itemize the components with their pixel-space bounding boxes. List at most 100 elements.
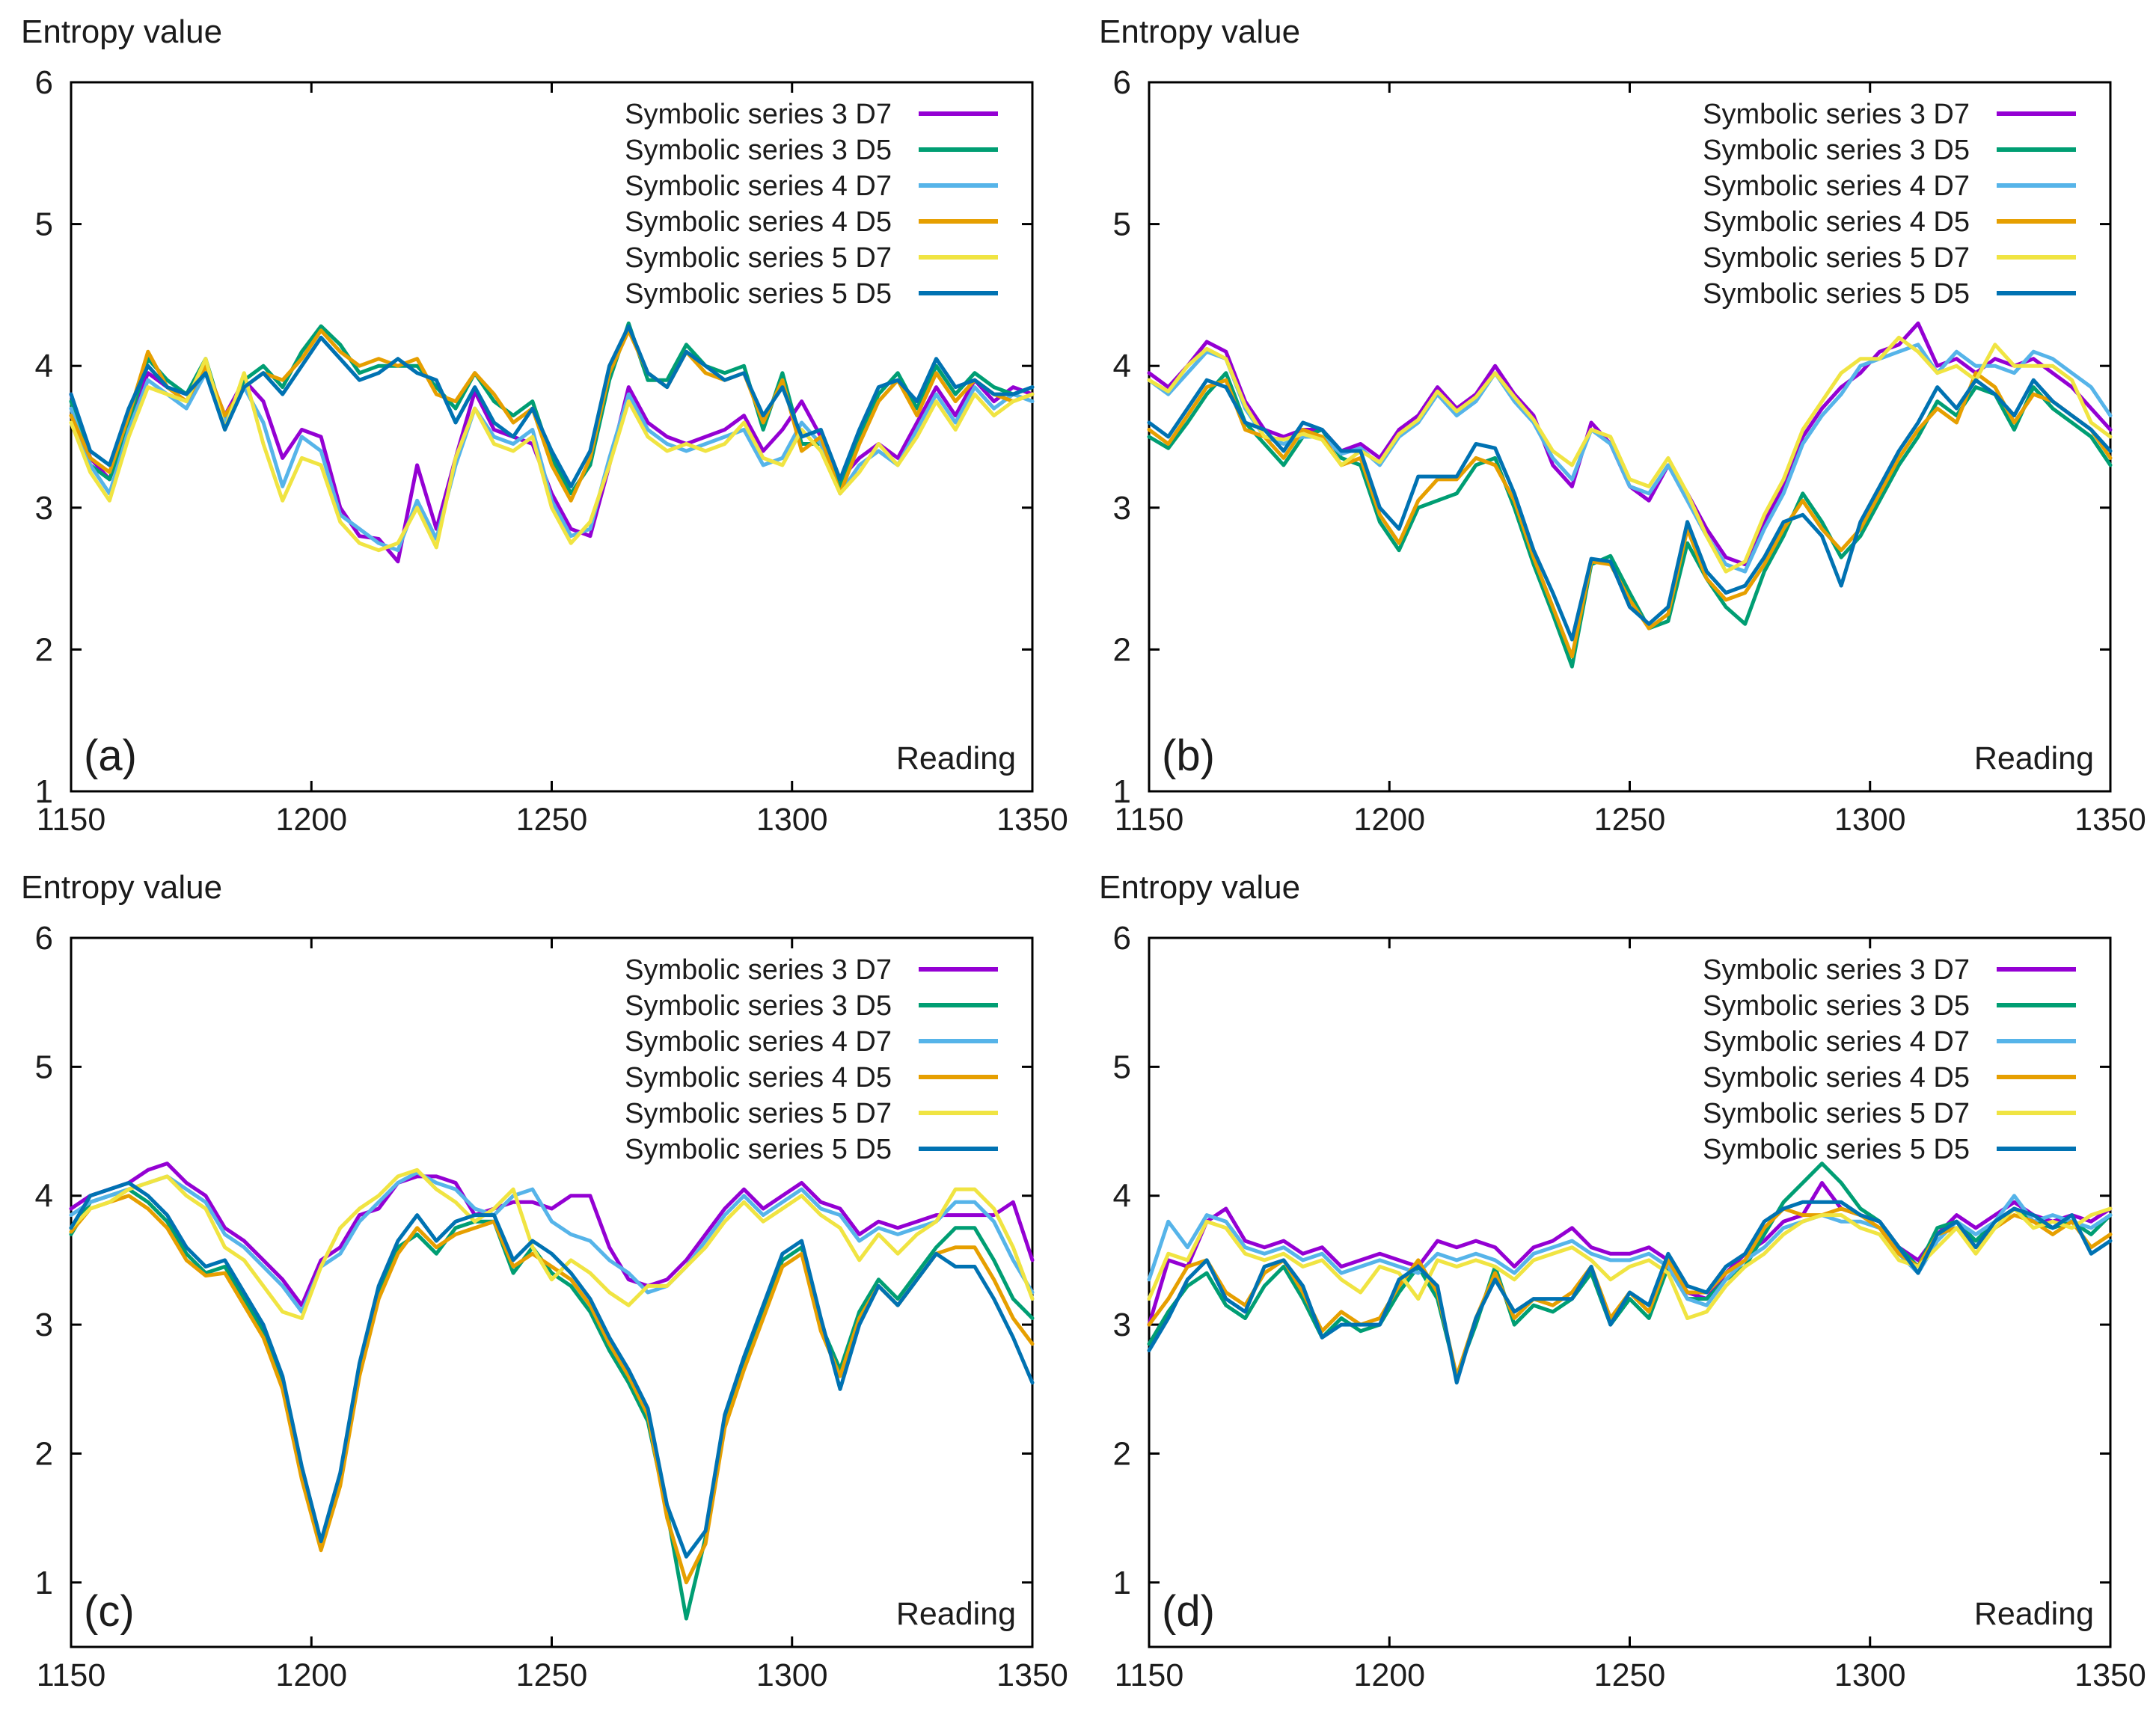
y-axis-title: Entropy value (1099, 869, 1301, 906)
y-tick-label: 2 (1113, 1435, 1131, 1472)
series-line-4 (1147, 371, 2113, 659)
x-tick-label: 1350 (996, 802, 1068, 838)
series-line-1 (69, 1162, 1035, 1307)
series-line-6 (1147, 378, 2113, 642)
y-tick-label: 6 (35, 920, 53, 957)
x-tick-label: 1350 (2074, 802, 2146, 838)
y-axis-title: Entropy value (21, 869, 223, 906)
y-tick-label: 6 (1113, 920, 1131, 957)
x-axis-label: Reading (1974, 1596, 2094, 1632)
legend-label: Symbolic series 4 D5 (625, 206, 892, 238)
series-line-2 (1147, 1162, 2113, 1378)
chart-panel-c: Entropy value 1150 1200 1250 1300 1350 1 2 3 4 5 6… (0, 856, 1078, 1711)
legend-label: Symbolic series 4 D5 (1703, 206, 1970, 238)
legend-label: Symbolic series 4 D5 (625, 1062, 892, 1093)
x-tick-label: 1350 (996, 1657, 1068, 1693)
y-tick-label: 5 (1113, 206, 1131, 243)
legend-label: Symbolic series 5 D7 (625, 1098, 892, 1129)
series-line-5 (1147, 1206, 2113, 1320)
y-tick-label: 3 (1113, 490, 1131, 527)
panel-label: (a) (84, 731, 137, 780)
legend-label: Symbolic series 3 D5 (625, 990, 892, 1022)
x-tick-label: 1200 (1353, 802, 1425, 838)
chart-a-canvas: 1150 1200 1250 1300 1350 1 2 3 4 5 6 Symbolic serie… (35, 64, 1068, 838)
y-tick-label: 1 (35, 1565, 53, 1601)
legend-label: Symbolic series 3 D7 (625, 99, 892, 130)
series-line-5 (1147, 335, 2113, 574)
legend-label: Symbolic series 4 D7 (1703, 171, 1970, 202)
series-line-2 (1147, 371, 2113, 669)
y-tick-label: 1 (1113, 1565, 1131, 1601)
x-axis-label: Reading (1974, 740, 2094, 776)
panel-label: (b) (1162, 731, 1215, 780)
legend-label: Symbolic series 5 D7 (625, 242, 892, 274)
y-tick-label: 3 (1113, 1307, 1131, 1343)
legend-label: Symbolic series 5 D7 (1703, 1098, 1970, 1129)
x-tick-label: 1200 (275, 1657, 347, 1693)
legend-label: Symbolic series 3 D5 (625, 135, 892, 166)
series-line-6 (69, 1181, 1035, 1559)
legend-label: Symbolic series 5 D5 (625, 278, 892, 310)
chart-panel-d: Entropy value 1150 1200 1250 1300 1350 1 2 3 4 5 6… (1078, 856, 2156, 1711)
legend-label: Symbolic series 5 D7 (1703, 242, 1970, 274)
series-line-5 (69, 357, 1035, 553)
x-tick-label: 1300 (756, 1657, 828, 1693)
panel-label: (c) (84, 1587, 135, 1636)
y-tick-label: 1 (1113, 773, 1131, 810)
legend-label: Symbolic series 5 D5 (625, 1134, 892, 1165)
x-tick-label: 1150 (1115, 1657, 1183, 1693)
x-tick-label: 1200 (1353, 1657, 1425, 1693)
chart-d-canvas: 1150 1200 1250 1300 1350 1 2 3 4 5 6 Symbolic serie… (1113, 920, 2146, 1693)
x-tick-label: 1250 (1594, 1657, 1666, 1693)
y-tick-label: 5 (1113, 1049, 1131, 1085)
series-line-6 (1147, 1200, 2113, 1385)
series-line-3 (69, 1171, 1035, 1314)
chart-panel-a: Entropy value 1150 1200 1250 1300 1350 1 2 3 4 5 6… (0, 0, 1078, 856)
y-tick-label: 5 (35, 206, 53, 243)
x-tick-label: 1150 (1115, 802, 1183, 838)
y-tick-label: 3 (35, 490, 53, 527)
legend-label: Symbolic series 3 D5 (1703, 990, 1970, 1022)
x-tick-label: 1250 (516, 802, 588, 838)
legend-label: Symbolic series 3 D7 (1703, 99, 1970, 130)
x-tick-label: 1300 (1834, 802, 1906, 838)
series-line-3 (1147, 1194, 2113, 1307)
y-tick-label: 4 (35, 348, 53, 384)
series-line-2 (69, 1187, 1035, 1621)
x-tick-label: 1200 (275, 802, 347, 838)
legend-label: Symbolic series 4 D7 (625, 1026, 892, 1058)
series-line-4 (69, 328, 1035, 503)
y-tick-label: 1 (35, 773, 53, 810)
y-tick-label: 2 (1113, 631, 1131, 668)
panel-label: (d) (1162, 1587, 1215, 1636)
y-axis-title: Entropy value (1099, 13, 1301, 50)
y-tick-label: 2 (35, 1435, 53, 1472)
x-axis-label: Reading (896, 1596, 1016, 1632)
y-tick-label: 6 (35, 64, 53, 101)
y-tick-label: 4 (1113, 348, 1131, 384)
y-tick-label: 4 (35, 1178, 53, 1215)
x-axis-label: Reading (896, 740, 1016, 776)
x-tick-label: 1350 (2074, 1657, 2146, 1693)
legend-label: Symbolic series 4 D5 (1703, 1062, 1970, 1093)
legend-label: Symbolic series 5 D5 (1703, 1134, 1970, 1165)
chart-c-canvas: 1150 1200 1250 1300 1350 1 2 3 4 5 6 Symbolic serie… (35, 920, 1068, 1693)
y-tick-label: 2 (35, 631, 53, 668)
x-tick-label: 1250 (516, 1657, 588, 1693)
y-tick-label: 6 (1113, 64, 1131, 101)
x-tick-label: 1250 (1594, 802, 1666, 838)
legend-label: Symbolic series 3 D7 (625, 954, 892, 986)
legend-label: Symbolic series 3 D5 (1703, 135, 1970, 166)
legend-label: Symbolic series 4 D7 (1703, 1026, 1970, 1058)
y-tick-label: 3 (35, 1307, 53, 1343)
series-line-1 (1147, 1181, 2113, 1327)
chart-panel-b: Entropy value 1150 1200 1250 1300 1350 1 2 3 4 5 6… (1078, 0, 2156, 856)
series-line-5 (69, 1168, 1035, 1320)
legend-label: Symbolic series 4 D7 (625, 171, 892, 202)
x-tick-label: 1150 (37, 802, 105, 838)
y-tick-label: 5 (35, 1049, 53, 1085)
legend-label: Symbolic series 5 D5 (1703, 278, 1970, 310)
y-tick-label: 4 (1113, 1178, 1131, 1215)
series-line-6 (69, 324, 1035, 488)
